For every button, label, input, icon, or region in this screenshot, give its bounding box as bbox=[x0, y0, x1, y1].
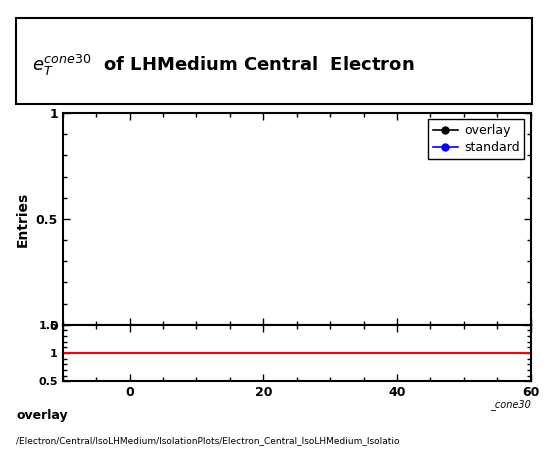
Legend: overlay, standard: overlay, standard bbox=[428, 120, 525, 159]
Text: overlay: overlay bbox=[16, 409, 68, 422]
Text: _cone30: _cone30 bbox=[490, 399, 531, 410]
Y-axis label: Entries: Entries bbox=[16, 191, 30, 247]
Text: /Electron/Central/IsoLHMedium/IsolationPlots/Electron_Central_IsoLHMedium_Isolat: /Electron/Central/IsoLHMedium/IsolationP… bbox=[16, 437, 400, 445]
Text: $e_T^{cone30}$  of LHMedium Central  Electron: $e_T^{cone30}$ of LHMedium Central Elect… bbox=[32, 53, 414, 78]
